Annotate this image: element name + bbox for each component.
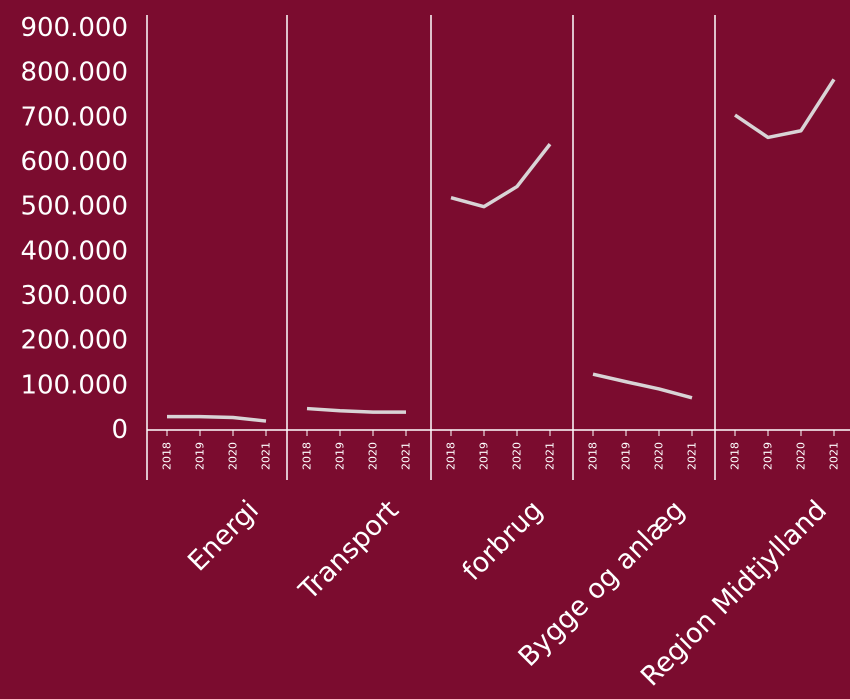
category-label: Transport xyxy=(293,495,405,607)
x-tick-label: 2020 xyxy=(795,442,808,470)
x-tick-label: 2018 xyxy=(445,442,458,470)
category-label: forbrug xyxy=(457,495,549,587)
x-tick-label: 2019 xyxy=(620,442,633,470)
x-tick-label: 2018 xyxy=(301,442,314,470)
x-tick-label: 2020 xyxy=(227,442,240,470)
x-tick-label: 2021 xyxy=(260,442,273,470)
series-line-region-midtjylland xyxy=(735,79,834,137)
series-line-forbrug xyxy=(451,144,550,207)
y-tick-label: 100.000 xyxy=(20,370,128,400)
x-tick-label: 2019 xyxy=(762,442,775,470)
y-tick-label: 800.000 xyxy=(20,58,128,88)
y-tick-label: 600.000 xyxy=(20,147,128,177)
y-tick-label: 900.000 xyxy=(20,13,128,43)
x-tick-label: 2018 xyxy=(161,442,174,470)
x-tick-label: 2019 xyxy=(194,442,207,470)
y-tick-label: 200.000 xyxy=(20,326,128,356)
x-tick-label: 2019 xyxy=(478,442,491,470)
series-line-bygge-og-anlæg xyxy=(593,374,692,398)
x-tick-label: 2021 xyxy=(686,442,699,470)
y-tick-label: 700.000 xyxy=(20,102,128,132)
x-tick-label: 2019 xyxy=(334,442,347,470)
y-tick-label: 500.000 xyxy=(20,192,128,222)
x-tick-label: 2021 xyxy=(828,442,841,470)
x-tick-label: 2018 xyxy=(587,442,600,470)
x-tick-label: 2020 xyxy=(653,442,666,470)
y-tick-label: 400.000 xyxy=(20,236,128,266)
x-tick-label: 2021 xyxy=(400,442,413,470)
category-label: Energi xyxy=(182,495,265,578)
x-tick-label: 2020 xyxy=(511,442,524,470)
y-tick-label: 300.000 xyxy=(20,281,128,311)
x-tick-label: 2021 xyxy=(544,442,557,470)
series-line-transport xyxy=(307,409,406,413)
series-line-energi xyxy=(167,417,266,421)
y-tick-label: 0 xyxy=(111,415,128,445)
x-tick-label: 2018 xyxy=(729,442,742,470)
x-tick-label: 2020 xyxy=(367,442,380,470)
